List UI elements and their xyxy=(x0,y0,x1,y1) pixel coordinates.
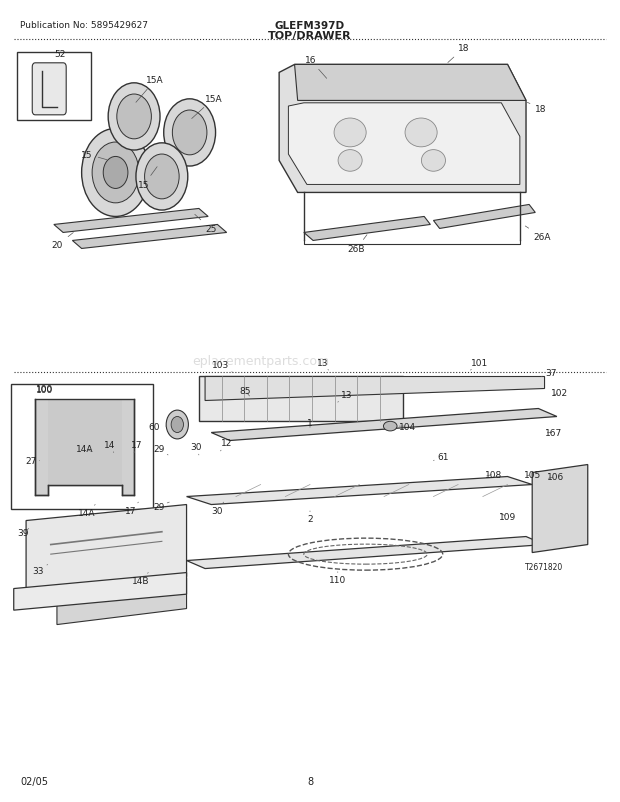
Ellipse shape xyxy=(338,151,362,172)
Text: 106: 106 xyxy=(547,472,564,481)
Text: 61: 61 xyxy=(433,452,448,461)
Circle shape xyxy=(136,144,188,211)
Polygon shape xyxy=(288,103,520,185)
Text: 15A: 15A xyxy=(136,76,164,103)
Polygon shape xyxy=(48,399,122,485)
Polygon shape xyxy=(26,505,187,593)
Text: 14: 14 xyxy=(104,440,115,453)
Text: 8: 8 xyxy=(307,776,313,786)
Text: 104: 104 xyxy=(399,422,416,431)
Text: 100: 100 xyxy=(36,386,53,395)
Text: 103: 103 xyxy=(212,361,233,373)
Text: 26A: 26A xyxy=(525,227,551,242)
Polygon shape xyxy=(187,537,544,569)
Text: 30: 30 xyxy=(211,503,224,515)
Text: 18: 18 xyxy=(528,103,547,114)
Circle shape xyxy=(166,411,188,439)
Text: TOP/DRAWER: TOP/DRAWER xyxy=(268,31,352,41)
Polygon shape xyxy=(54,209,208,233)
Bar xyxy=(199,377,402,421)
Text: 1: 1 xyxy=(307,419,313,428)
Text: 17: 17 xyxy=(131,440,143,453)
Text: 52: 52 xyxy=(55,50,66,59)
Text: T2671820: T2671820 xyxy=(525,563,564,572)
Text: 29: 29 xyxy=(153,444,168,456)
Text: 18: 18 xyxy=(448,44,469,63)
Text: 60: 60 xyxy=(149,422,167,431)
Text: 105: 105 xyxy=(523,470,541,479)
Text: 39: 39 xyxy=(17,529,29,537)
Circle shape xyxy=(108,83,160,151)
Polygon shape xyxy=(304,217,430,241)
Polygon shape xyxy=(532,465,588,553)
Circle shape xyxy=(92,143,139,204)
Text: 110: 110 xyxy=(329,572,347,585)
Circle shape xyxy=(171,417,184,433)
Text: 100: 100 xyxy=(36,385,53,394)
Polygon shape xyxy=(73,225,227,249)
Ellipse shape xyxy=(422,151,446,172)
Text: 13: 13 xyxy=(338,391,353,403)
Text: 17: 17 xyxy=(125,503,138,515)
Text: 02/05: 02/05 xyxy=(20,776,48,786)
FancyBboxPatch shape xyxy=(32,63,66,115)
Ellipse shape xyxy=(334,119,366,148)
Text: 33: 33 xyxy=(33,565,48,575)
Text: 167: 167 xyxy=(545,428,562,437)
Polygon shape xyxy=(35,399,134,496)
Text: 15: 15 xyxy=(138,168,157,190)
Polygon shape xyxy=(294,65,526,101)
Circle shape xyxy=(104,157,128,189)
Circle shape xyxy=(172,111,207,156)
Text: 16: 16 xyxy=(304,56,327,79)
Text: 15: 15 xyxy=(81,150,107,160)
FancyBboxPatch shape xyxy=(11,385,153,509)
Ellipse shape xyxy=(405,119,437,148)
Text: GLEFM397D: GLEFM397D xyxy=(275,22,345,31)
Text: 101: 101 xyxy=(471,358,489,371)
Text: Publication No: 5895429627: Publication No: 5895429627 xyxy=(20,22,148,30)
Polygon shape xyxy=(187,477,532,505)
Circle shape xyxy=(82,129,149,217)
Text: 102: 102 xyxy=(551,388,569,398)
Circle shape xyxy=(164,99,216,167)
Text: 30: 30 xyxy=(190,443,202,456)
Text: eplacementparts.com: eplacementparts.com xyxy=(192,354,329,367)
Text: 85: 85 xyxy=(239,387,251,396)
Text: 109: 109 xyxy=(499,512,516,521)
Polygon shape xyxy=(211,409,557,441)
Polygon shape xyxy=(205,377,544,401)
Text: 14A: 14A xyxy=(78,505,95,517)
Text: 26B: 26B xyxy=(348,235,367,254)
Circle shape xyxy=(144,155,179,200)
Polygon shape xyxy=(279,65,526,193)
Text: 20: 20 xyxy=(51,233,73,250)
Text: 14B: 14B xyxy=(131,573,149,585)
Text: 2: 2 xyxy=(307,512,313,524)
Text: 25: 25 xyxy=(195,215,216,234)
Polygon shape xyxy=(433,205,535,229)
Text: 12: 12 xyxy=(221,439,232,452)
Polygon shape xyxy=(57,578,187,625)
Text: 37: 37 xyxy=(541,369,557,378)
Text: 15A: 15A xyxy=(192,95,223,119)
Polygon shape xyxy=(14,573,187,610)
Text: 27: 27 xyxy=(25,456,40,465)
Text: 13: 13 xyxy=(317,358,329,371)
FancyBboxPatch shape xyxy=(17,54,91,121)
Text: 14A: 14A xyxy=(76,444,94,453)
Text: 29: 29 xyxy=(153,502,169,511)
Circle shape xyxy=(117,95,151,140)
Text: 108: 108 xyxy=(485,470,503,479)
Ellipse shape xyxy=(383,422,397,431)
